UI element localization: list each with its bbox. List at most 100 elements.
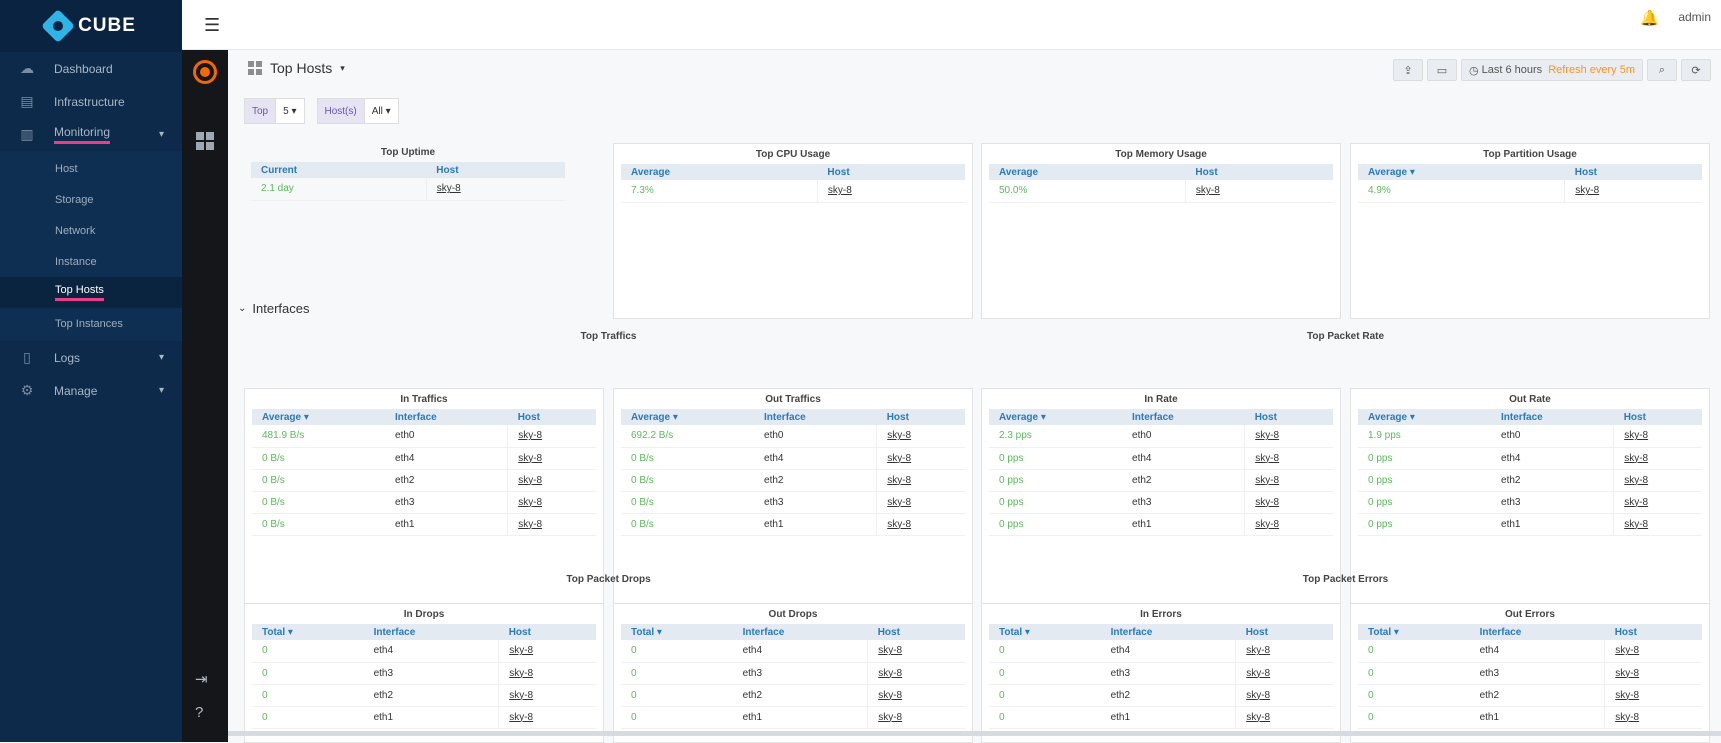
host-link[interactable]: sky-8 xyxy=(518,452,543,464)
host-link[interactable]: sky-8 xyxy=(887,474,912,486)
sidebar-subitem-host[interactable]: Host xyxy=(0,153,182,184)
host-link[interactable]: sky-8 xyxy=(436,183,461,195)
host-link[interactable]: sky-8 xyxy=(1615,667,1640,679)
column-header[interactable]: Average ▾ xyxy=(1358,409,1492,425)
column-header[interactable]: Interface xyxy=(1122,409,1245,425)
sidebar-subitem-top-hosts[interactable]: Top Hosts xyxy=(0,277,182,308)
host-link[interactable]: sky-8 xyxy=(1255,518,1280,530)
host-link[interactable]: sky-8 xyxy=(1195,185,1220,197)
sidebar-subitem-instance[interactable]: Instance xyxy=(0,246,182,277)
sign-in-icon[interactable]: ⇥ xyxy=(195,671,208,688)
panel-title[interactable]: Out Rate xyxy=(1509,394,1551,405)
host-link[interactable]: sky-8 xyxy=(1624,474,1649,486)
sidebar-subitem-storage[interactable]: Storage xyxy=(0,184,182,215)
panel-title[interactable]: Out Drops xyxy=(768,609,818,620)
host-link[interactable]: sky-8 xyxy=(518,496,543,508)
host-link[interactable]: sky-8 xyxy=(518,430,543,442)
row-interfaces[interactable]: ⌄ Interfaces xyxy=(238,301,309,316)
column-header[interactable]: Host xyxy=(426,162,565,178)
host-link[interactable]: sky-8 xyxy=(878,711,903,723)
host-link[interactable]: sky-8 xyxy=(1575,185,1600,197)
refresh-button[interactable]: ⟳ xyxy=(1681,59,1711,81)
host-link[interactable]: sky-8 xyxy=(878,645,903,657)
column-header[interactable]: Host xyxy=(1613,409,1702,425)
grafana-logo-icon[interactable] xyxy=(193,60,217,84)
column-header[interactable]: Average ▾ xyxy=(989,409,1123,425)
host-link[interactable]: sky-8 xyxy=(1255,496,1280,508)
host-link[interactable]: sky-8 xyxy=(887,496,912,508)
sidebar-subitem-top-instances[interactable]: Top Instances xyxy=(0,308,182,339)
host-link[interactable]: sky-8 xyxy=(887,430,912,442)
host-link[interactable]: sky-8 xyxy=(1255,430,1280,442)
column-header[interactable]: Average ▾ xyxy=(252,409,386,425)
host-link[interactable]: sky-8 xyxy=(1615,711,1640,723)
host-link[interactable]: sky-8 xyxy=(1246,645,1271,657)
host-link[interactable]: sky-8 xyxy=(887,518,912,530)
panel-title[interactable]: In Traffics xyxy=(400,394,448,405)
host-link[interactable]: sky-8 xyxy=(1255,452,1280,464)
var-hosts-select[interactable]: All ▾ xyxy=(364,98,399,124)
column-header[interactable]: Interface xyxy=(1469,624,1605,640)
host-link[interactable]: sky-8 xyxy=(878,689,903,701)
host-link[interactable]: sky-8 xyxy=(1255,474,1280,486)
host-link[interactable]: sky-8 xyxy=(509,667,534,679)
host-link[interactable]: sky-8 xyxy=(518,474,543,486)
column-header[interactable]: Host xyxy=(876,409,965,425)
sidebar-item-infrastructure[interactable]: ▤ Infrastructure xyxy=(0,85,182,118)
column-header[interactable]: Average ▾ xyxy=(1358,164,1565,180)
column-header[interactable]: Host xyxy=(1564,164,1702,180)
column-header[interactable]: Host xyxy=(507,409,596,425)
host-link[interactable]: sky-8 xyxy=(1615,689,1640,701)
column-header[interactable]: Total ▾ xyxy=(252,624,364,640)
panel-title[interactable]: In Rate xyxy=(1144,394,1178,405)
column-header[interactable]: Interface xyxy=(363,624,499,640)
panel-title[interactable]: In Errors xyxy=(1140,609,1182,620)
panel-title[interactable]: Out Traffics xyxy=(765,394,821,405)
column-header[interactable]: Interface xyxy=(754,409,877,425)
column-header[interactable]: Interface xyxy=(1491,409,1614,425)
column-header[interactable]: Host xyxy=(1604,624,1702,640)
column-header[interactable]: Total ▾ xyxy=(989,624,1101,640)
sidebar-item-manage[interactable]: ⚙ Manage ▾ xyxy=(0,374,182,407)
dashboards-icon[interactable] xyxy=(196,132,214,150)
column-header[interactable]: Total ▾ xyxy=(621,624,733,640)
zoom-out-button[interactable]: ⌕ xyxy=(1647,59,1677,81)
host-link[interactable]: sky-8 xyxy=(1615,645,1640,657)
share-button[interactable]: ⇪ xyxy=(1392,59,1423,81)
column-header[interactable]: Host xyxy=(1235,624,1333,640)
host-link[interactable]: sky-8 xyxy=(878,667,903,679)
host-link[interactable]: sky-8 xyxy=(1624,518,1649,530)
brand[interactable]: CUBE xyxy=(0,0,182,52)
time-picker-button[interactable]: ◷ Last 6 hours Refresh every 5m xyxy=(1460,59,1643,81)
panel-title[interactable]: Top CPU Usage xyxy=(755,149,831,160)
horizontal-scrollbar[interactable] xyxy=(228,731,1721,736)
panel-title[interactable]: Out Errors xyxy=(1504,609,1555,620)
column-header[interactable]: Average xyxy=(989,164,1186,180)
column-header[interactable]: Current xyxy=(251,162,427,178)
host-link[interactable]: sky-8 xyxy=(509,645,534,657)
column-header[interactable]: Host xyxy=(1185,164,1333,180)
var-top-select[interactable]: 5 ▾ xyxy=(276,98,305,124)
host-link[interactable]: sky-8 xyxy=(518,518,543,530)
host-link[interactable]: sky-8 xyxy=(1624,496,1649,508)
sidebar-item-monitoring[interactable]: ▥ Monitoring ▾ xyxy=(0,118,182,151)
user-menu[interactable]: admin xyxy=(1678,10,1711,24)
panel-title[interactable]: Top Partition Usage xyxy=(1483,149,1577,160)
panel-title[interactable]: Top Uptime xyxy=(380,147,436,158)
host-link[interactable]: sky-8 xyxy=(1624,452,1649,464)
menu-icon[interactable]: ☰ xyxy=(204,15,221,35)
host-link[interactable]: sky-8 xyxy=(1246,711,1271,723)
panel-title[interactable]: In Drops xyxy=(403,609,445,620)
bell-icon[interactable]: 🔔 xyxy=(1640,10,1659,27)
sidebar-subitem-network[interactable]: Network xyxy=(0,215,182,246)
column-header[interactable]: Interface xyxy=(732,624,868,640)
tv-mode-button[interactable]: ▭ xyxy=(1426,59,1457,81)
column-header[interactable]: Host xyxy=(1244,409,1333,425)
host-link[interactable]: sky-8 xyxy=(1246,689,1271,701)
column-header[interactable]: Interface xyxy=(385,409,508,425)
column-header[interactable]: Host xyxy=(817,164,965,180)
help-icon[interactable]: ? xyxy=(195,704,204,721)
column-header[interactable]: Total ▾ xyxy=(1358,624,1470,640)
sidebar-item-dashboard[interactable]: ☁ Dashboard xyxy=(0,52,182,85)
host-link[interactable]: sky-8 xyxy=(1246,667,1271,679)
